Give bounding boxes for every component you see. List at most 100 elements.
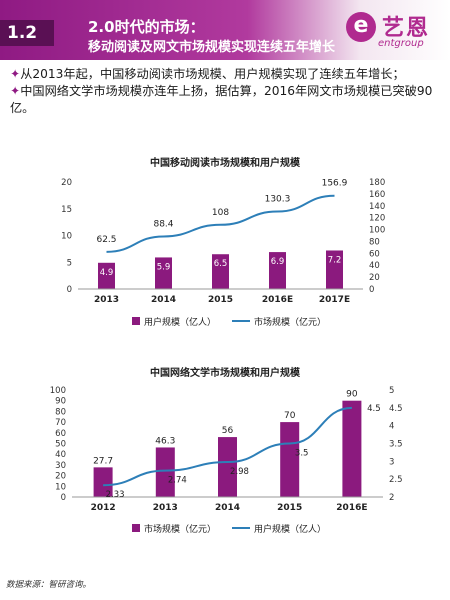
source-note: 数据来源：智研咨询。 (6, 580, 92, 590)
line-series-path (103, 406, 352, 487)
logo-text-en: entgroup (378, 38, 424, 49)
bar-2013 (155, 447, 175, 497)
bar-2013 (98, 262, 115, 289)
legend-bar-swatch (132, 317, 140, 325)
page-title: 2.0时代的市场： (88, 18, 205, 36)
x-tick-label: 2017E (319, 295, 350, 305)
x-tick-label: 2013 (94, 295, 119, 305)
line-series-path (106, 194, 335, 253)
bullet-item: ✦中国网络文学市场规模亦连年上扬，据估算，2016年网文市场规模已突破90亿。 (10, 83, 442, 117)
left-axis-tick-label: 70 (55, 418, 66, 428)
legend-bar-swatch (132, 524, 140, 532)
x-tick-label: 2016E (262, 295, 293, 305)
bar-value-label: 6.9 (271, 257, 285, 267)
line-value-label: 4.5 (367, 404, 381, 414)
right-axis-tick-label: 3 (389, 457, 394, 467)
left-axis-tick-label: 90 (55, 397, 66, 407)
right-axis-tick-label: 2 (389, 493, 394, 503)
line-value-label: 62.5 (96, 235, 116, 245)
line-value-label: 156.9 (322, 179, 348, 189)
left-axis-tick-label: 0 (61, 493, 66, 503)
bar-2016E (342, 400, 362, 497)
right-axis-tick-label: 180 (369, 178, 385, 188)
left-axis-tick-label: 10 (55, 482, 66, 492)
right-axis-tick-label: 4 (389, 422, 394, 432)
left-axis-tick-label: 40 (55, 450, 66, 460)
bar-value-label: 7.2 (328, 255, 342, 265)
bar-value-label: 27.7 (93, 456, 113, 466)
right-axis-tick-label: 120 (369, 214, 385, 224)
page-subtitle: 移动阅读及网文市场规模实现连续五年增长 (88, 40, 336, 55)
x-tick-label: 2015 (277, 503, 302, 513)
bar-value-label: 6.5 (214, 259, 228, 269)
left-axis-tick-label: 10 (61, 232, 72, 242)
bullet-text: 中国网络文学市场规模亦连年上扬，据估算，2016年网文市场规模已突破90亿。 (10, 84, 433, 115)
bar-value-label: 46.3 (155, 436, 175, 446)
brand-logo: e 艺恩 entgroup (346, 8, 446, 54)
line-value-label: 2.74 (168, 476, 187, 486)
section-number: 1.2 (0, 20, 54, 46)
left-axis-tick-label: 100 (50, 386, 66, 396)
x-tick-label: 2012 (91, 503, 116, 513)
left-axis-tick-label: 80 (55, 407, 66, 417)
bar-2015 (280, 422, 300, 497)
left-axis-tick-label: 50 (55, 440, 66, 450)
line-value-label: 130.3 (265, 195, 291, 205)
right-axis-tick-label: 5 (389, 386, 394, 396)
x-tick-label: 2015 (208, 295, 233, 305)
left-axis-tick-label: 15 (61, 205, 72, 215)
chart-title: 中国移动阅读市场规模和用户规模 (150, 156, 301, 169)
legend-bar-label: 市场规模（亿元） (144, 523, 216, 535)
logo-mark-icon: e (346, 12, 376, 42)
left-axis-tick-label: 20 (61, 178, 72, 188)
right-axis-tick-label: 2.5 (389, 475, 403, 485)
x-tick-label: 2016E (336, 503, 367, 513)
bar-value-label: 90 (346, 390, 358, 400)
x-tick-label: 2013 (153, 503, 178, 513)
left-axis-tick-label: 20 (55, 472, 66, 482)
bar-value-label: 4.9 (100, 268, 114, 278)
bar-value-label: 56 (222, 426, 234, 436)
bar-value-label: 5.9 (157, 262, 171, 272)
right-axis-tick-label: 4.5 (389, 404, 403, 414)
left-axis-tick-label: 60 (55, 429, 66, 439)
line-value-label: 88.4 (153, 219, 173, 229)
bar-2014 (218, 437, 237, 497)
left-axis-tick-label: 5 (67, 258, 72, 268)
line-value-label: 3.5 (295, 449, 309, 459)
bar-value-label: 70 (284, 411, 296, 421)
bullet-text: 从2013年起，中国移动阅读市场规模、用户规模实现了连续五年增长； (20, 67, 405, 81)
right-axis-tick-label: 40 (369, 261, 380, 271)
star-bullet-icon: ✦ (10, 84, 21, 98)
bar-2017E (326, 250, 343, 289)
right-axis-tick-label: 60 (369, 249, 380, 259)
right-axis-tick-label: 140 (369, 202, 385, 212)
bar-2015 (212, 254, 229, 289)
legend-bar-label: 用户规模（亿人） (144, 316, 216, 328)
left-axis-tick-label: 30 (55, 461, 66, 471)
line-value-label: 2.98 (230, 467, 249, 477)
star-bullet-icon: ✦ (10, 67, 21, 81)
right-axis-tick-label: 3.5 (389, 440, 403, 450)
right-axis-tick-label: 20 (369, 273, 380, 283)
x-tick-label: 2014 (215, 503, 240, 513)
legend-line-label: 用户规模（亿人） (254, 523, 326, 535)
bar-2016E (269, 252, 286, 289)
right-axis-tick-label: 100 (369, 226, 385, 236)
right-axis-tick-label: 0 (369, 285, 374, 295)
legend-line-label: 市场规模（亿元） (254, 316, 326, 328)
left-axis-tick-label: 0 (67, 285, 72, 295)
right-axis-tick-label: 80 (369, 237, 380, 247)
logo-text-cn: 艺恩 (382, 16, 431, 41)
bullet-item: ✦从2013年起，中国移动阅读市场规模、用户规模实现了连续五年增长； (10, 66, 442, 83)
x-tick-label: 2014 (151, 295, 176, 305)
web-literature-chart: 中国网络文学市场规模和用户规模010203040506070809010022.… (50, 366, 403, 535)
chart-title: 中国网络文学市场规模和用户规模 (150, 366, 301, 379)
line-value-label: 2.33 (106, 490, 125, 500)
bullet-list: ✦从2013年起，中国移动阅读市场规模、用户规模实现了连续五年增长； ✦中国网络… (10, 66, 442, 117)
bar-2014 (155, 257, 172, 289)
line-value-label: 108 (212, 208, 229, 218)
bar-2012 (93, 467, 113, 497)
right-axis-tick-label: 160 (369, 190, 385, 200)
